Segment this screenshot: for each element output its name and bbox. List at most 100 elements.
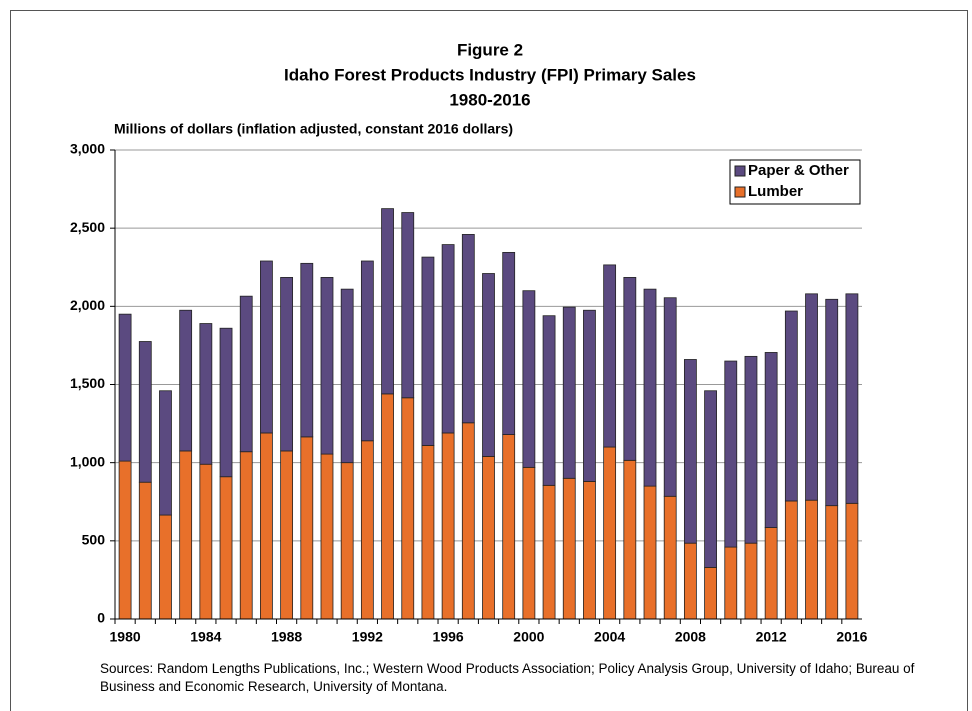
bar-segment <box>704 567 717 620</box>
bar-segment <box>724 546 738 620</box>
legend-swatch <box>734 165 746 177</box>
y-axis-label: Millions of dollars (inflation adjusted,… <box>114 121 513 137</box>
bar-segment <box>118 460 132 620</box>
legend-label: Paper & Other <box>748 162 849 179</box>
bar-segment <box>825 298 839 507</box>
bar-segment <box>522 466 536 620</box>
bar-segment <box>300 262 314 438</box>
bar-segment <box>623 459 637 620</box>
bar-segment <box>583 481 596 620</box>
bar-segment <box>219 327 233 478</box>
bar-segment <box>421 445 435 620</box>
bar-segment <box>401 212 415 399</box>
bar-segment <box>805 293 818 501</box>
bar-segment <box>845 502 859 620</box>
x-tick-label: 1980 <box>110 629 141 645</box>
bar-segment <box>300 436 314 620</box>
bar-segment <box>138 341 152 483</box>
bar-segment <box>219 476 233 620</box>
bar-segment <box>603 446 617 620</box>
bar-segment <box>159 514 172 620</box>
bar-segment <box>239 295 253 453</box>
bar-segment <box>562 477 576 620</box>
bar-segment <box>340 462 354 620</box>
bar-segment <box>643 288 657 487</box>
bar-segment <box>643 485 657 620</box>
chart-period: 1980-2016 <box>449 90 530 109</box>
bar-segment <box>260 260 273 434</box>
legend-swatch <box>734 186 746 198</box>
bar-segment <box>744 355 758 544</box>
bar-segment <box>138 481 152 620</box>
bar-segment <box>280 450 294 620</box>
bar-segment <box>522 290 536 468</box>
bar-segment <box>179 309 193 452</box>
bar-segment <box>441 432 455 620</box>
bar-segment <box>542 315 556 486</box>
x-tick-label: 1984 <box>190 629 221 645</box>
bar-segment <box>502 434 516 620</box>
bar-segment <box>461 234 475 424</box>
bar-segment <box>683 359 697 544</box>
y-tick-label: 1,500 <box>70 375 105 391</box>
bar-segment <box>805 499 818 620</box>
bar-segment <box>482 456 495 620</box>
bar-segment <box>542 484 556 620</box>
chart-subtitle: Idaho Forest Products Industry (FPI) Pri… <box>284 65 696 84</box>
bar-segment <box>401 397 415 620</box>
bar-segment <box>199 463 213 620</box>
bar-segment <box>260 432 273 620</box>
bar-segment <box>320 277 334 455</box>
bar-segment <box>825 505 839 620</box>
bar-segment <box>663 297 677 497</box>
bar-segment <box>784 310 798 502</box>
bar-segment <box>441 244 455 434</box>
y-tick-label: 0 <box>97 610 105 626</box>
bar-segment <box>340 288 354 464</box>
bar-segment <box>179 450 193 620</box>
x-tick-label: 1988 <box>271 629 302 645</box>
y-tick-label: 2,000 <box>70 297 105 313</box>
bar-segment <box>764 352 778 528</box>
bar-segment <box>280 277 294 452</box>
x-tick-label: 2008 <box>675 629 706 645</box>
bar-segment <box>381 208 394 395</box>
bar-segment <box>381 393 394 620</box>
bar-segment <box>421 256 435 446</box>
bar-segment <box>199 323 213 465</box>
frame <box>10 10 968 711</box>
y-tick-label: 2,500 <box>70 219 105 235</box>
bar-segment <box>704 390 717 568</box>
x-tick-label: 1992 <box>352 629 383 645</box>
bar-segment <box>562 306 576 479</box>
bar-segment <box>583 309 596 482</box>
bar-segment <box>239 451 253 620</box>
bar-segment <box>320 453 334 620</box>
bar-segment <box>663 495 677 620</box>
bar-segment <box>502 251 516 435</box>
bar-segment <box>461 422 475 620</box>
y-tick-label: 3,000 <box>70 141 105 157</box>
bar-segment <box>683 542 697 620</box>
x-tick-label: 2000 <box>513 629 544 645</box>
source-note: Sources: Random Lengths Publications, In… <box>100 661 915 694</box>
bar-segment <box>724 360 738 548</box>
bar-segment <box>744 542 758 620</box>
bar-segment <box>159 390 172 516</box>
chart-title: Figure 2 <box>457 40 523 59</box>
bar-segment <box>784 500 798 620</box>
bar-segment <box>764 527 778 620</box>
legend-label: Lumber <box>748 183 803 200</box>
bar-segment <box>118 313 132 462</box>
y-tick-label: 1,000 <box>70 453 105 469</box>
x-tick-label: 2004 <box>594 629 625 645</box>
y-tick-label: 500 <box>82 532 106 548</box>
bar-segment <box>845 293 859 504</box>
x-tick-label: 2012 <box>756 629 787 645</box>
bar-segment <box>603 264 617 448</box>
x-tick-label: 1996 <box>433 629 464 645</box>
bar-segment <box>482 273 495 457</box>
bar-segment <box>360 260 374 442</box>
